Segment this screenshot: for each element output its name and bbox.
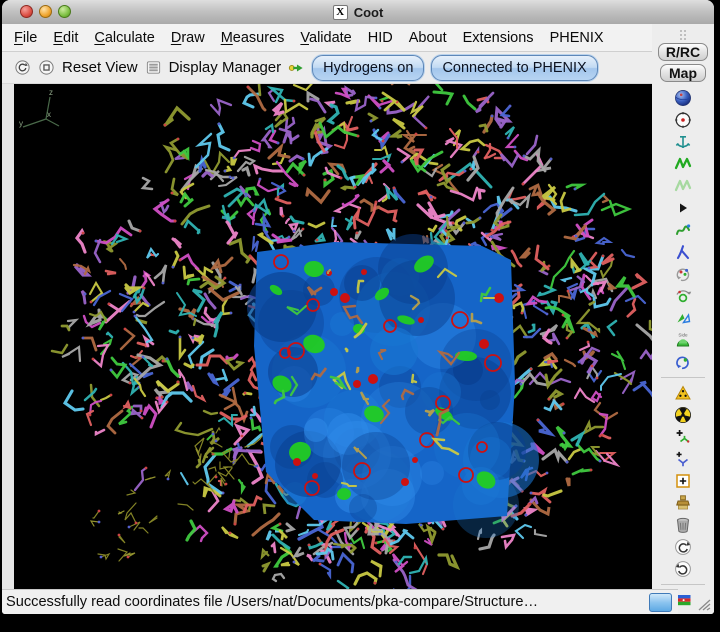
window-title: Coot xyxy=(353,4,384,20)
zigzag-icon[interactable] xyxy=(674,155,692,173)
menu-hid[interactable]: HID xyxy=(367,29,393,46)
main-area: z x y xyxy=(2,84,714,589)
undo-icon[interactable] xyxy=(674,538,692,556)
toolbar-separator xyxy=(661,584,705,585)
rotate-fragment-icon[interactable] xyxy=(674,265,692,283)
map-button[interactable]: Map xyxy=(660,64,706,82)
menu-measures[interactable]: Measures xyxy=(220,29,285,46)
trash-icon[interactable] xyxy=(674,516,692,534)
add-terminal-icon[interactable] xyxy=(674,450,692,468)
triangle-right-icon[interactable] xyxy=(674,199,692,217)
display-manager-button[interactable]: Display Manager xyxy=(168,59,282,76)
menu-calculate[interactable]: Calculate xyxy=(94,29,155,46)
rrc-button[interactable]: R/RC xyxy=(658,43,708,61)
menu-file[interactable]: File xyxy=(14,29,38,46)
rotate-blue-icon[interactable] xyxy=(674,353,692,371)
lambda-icon[interactable] xyxy=(674,243,692,261)
svg-text:z: z xyxy=(49,88,53,97)
display-manager-icon[interactable] xyxy=(145,59,162,76)
title-wrap: X Coot xyxy=(2,0,714,24)
gl-canvas[interactable]: z x y xyxy=(14,84,652,589)
rotate-ring-icon[interactable] xyxy=(674,287,692,305)
molecule-scene: z x y xyxy=(19,84,652,589)
status-message: Successfully read coordinates file /User… xyxy=(6,594,539,610)
flip-icon[interactable] xyxy=(674,309,692,327)
squiggle-icon[interactable] xyxy=(674,221,692,239)
menu-edit[interactable]: Edit xyxy=(53,29,79,46)
titlebar[interactable]: X Coot xyxy=(2,0,714,25)
dome-icon[interactable]: Side xyxy=(674,331,692,349)
sphere-icon[interactable] xyxy=(674,89,692,107)
coot-window: X Coot File Edit Calculate Draw Measures Vali… xyxy=(2,0,714,614)
model-toolbar-icons: Side xyxy=(661,87,705,614)
toolbar: Reset View Display Manager Hydrogens on … xyxy=(2,52,714,84)
connect-arrow-icon xyxy=(288,59,305,76)
minimize-button[interactable] xyxy=(39,5,52,18)
flag-icon[interactable] xyxy=(674,591,692,609)
zigzag-pale-icon[interactable] xyxy=(674,177,692,195)
hydrogens-toggle-button[interactable]: Hydrogens on xyxy=(312,54,425,81)
statusbar: Successfully read coordinates file /User… xyxy=(2,589,678,614)
menu-phenix[interactable]: PHENIX xyxy=(549,29,604,46)
circle-back-icon[interactable] xyxy=(14,59,31,76)
target-icon[interactable] xyxy=(674,111,692,129)
radioactive-icon[interactable] xyxy=(674,406,692,424)
brush-icon[interactable] xyxy=(674,494,692,512)
resize-grip[interactable] xyxy=(696,598,711,611)
warning-icon[interactable] xyxy=(674,384,692,402)
reset-view-button[interactable]: Reset View xyxy=(62,59,138,76)
left-gutter xyxy=(2,84,14,589)
menu-validate[interactable]: Validate xyxy=(300,29,352,46)
menu-about[interactable]: About xyxy=(408,29,447,46)
phenix-connection-button[interactable]: Connected to PHENIX xyxy=(431,54,598,81)
dome-label: Side xyxy=(678,333,688,338)
status-progress-chip xyxy=(649,593,672,612)
x11-icon: X xyxy=(332,4,348,20)
menubar: File Edit Calculate Draw Measures Validate HID… xyxy=(2,24,714,52)
menu-draw[interactable]: Draw xyxy=(170,29,205,46)
toolbar-grip[interactable] xyxy=(677,28,689,40)
traffic-lights xyxy=(20,5,71,18)
toolbar-separator xyxy=(661,377,705,378)
circle-stop-icon[interactable] xyxy=(38,59,55,76)
anchor-icon[interactable] xyxy=(674,133,692,151)
close-button[interactable] xyxy=(20,5,33,18)
svg-text:y: y xyxy=(19,119,23,128)
menu-extensions[interactable]: Extensions xyxy=(462,29,534,46)
redo-icon[interactable] xyxy=(674,560,692,578)
add-atom-icon[interactable] xyxy=(674,428,692,446)
right-toolbar: R/RC Map Side xyxy=(652,24,714,614)
zoom-button[interactable] xyxy=(58,5,71,18)
svg-text:x: x xyxy=(47,110,51,119)
box-plus-icon[interactable] xyxy=(674,472,692,490)
